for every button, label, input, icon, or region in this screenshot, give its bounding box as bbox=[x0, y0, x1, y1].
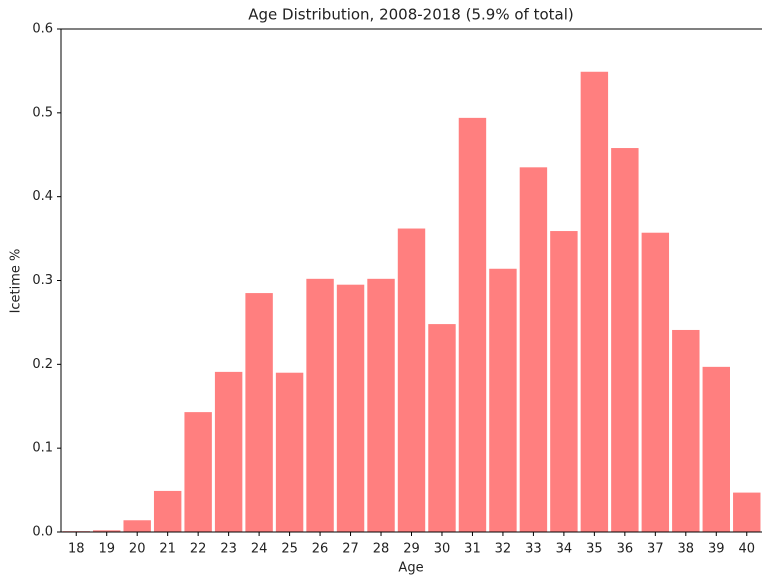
bar bbox=[184, 412, 212, 532]
y-tick-label: 0.6 bbox=[32, 22, 53, 37]
bar bbox=[367, 278, 395, 532]
x-tick-label: 33 bbox=[525, 542, 542, 557]
bar bbox=[397, 228, 426, 533]
y-tick-label: 0.0 bbox=[32, 525, 53, 540]
x-tick-label: 18 bbox=[68, 542, 85, 557]
bar bbox=[611, 148, 639, 532]
bar bbox=[428, 324, 456, 532]
x-tick-label: 21 bbox=[159, 542, 176, 557]
bar bbox=[153, 490, 182, 532]
bar bbox=[458, 117, 487, 532]
x-tick-label: 37 bbox=[647, 542, 664, 557]
bar bbox=[702, 366, 730, 532]
bar bbox=[275, 372, 304, 532]
chart-title: Age Distribution, 2008-2018 (5.9% of tot… bbox=[248, 6, 573, 24]
y-tick-label: 0.1 bbox=[32, 441, 53, 456]
bar bbox=[641, 232, 670, 532]
bar bbox=[519, 167, 548, 532]
x-tick-label: 31 bbox=[464, 542, 481, 557]
x-axis-label: Age bbox=[398, 561, 423, 576]
bar bbox=[489, 268, 517, 532]
x-tick-label: 23 bbox=[220, 542, 237, 557]
x-tick-label: 28 bbox=[373, 542, 390, 557]
x-tick-label: 30 bbox=[434, 542, 451, 557]
bar bbox=[123, 520, 151, 532]
x-tick-label: 36 bbox=[617, 542, 634, 557]
bar bbox=[93, 530, 121, 532]
y-axis-label: Icetime % bbox=[9, 249, 24, 314]
y-tick-label: 0.5 bbox=[32, 105, 53, 120]
bar bbox=[580, 71, 609, 532]
x-tick-label: 35 bbox=[586, 542, 603, 557]
x-tick-label: 29 bbox=[403, 542, 420, 557]
bar bbox=[214, 371, 243, 532]
x-tick-label: 19 bbox=[98, 542, 115, 557]
x-tick-label: 39 bbox=[708, 542, 725, 557]
bar bbox=[306, 278, 334, 532]
bar bbox=[336, 284, 365, 532]
x-tick-label: 38 bbox=[678, 542, 695, 557]
x-tick-label: 40 bbox=[738, 542, 755, 557]
x-tick-label: 34 bbox=[556, 542, 573, 557]
y-tick-label: 0.4 bbox=[32, 189, 53, 204]
x-tick-label: 24 bbox=[251, 542, 268, 557]
bar bbox=[672, 329, 700, 532]
bar bbox=[550, 231, 578, 532]
x-tick-label: 27 bbox=[342, 542, 359, 557]
x-tick-label: 22 bbox=[190, 542, 207, 557]
bar bbox=[245, 293, 273, 532]
x-tick-label: 25 bbox=[281, 542, 298, 557]
y-tick-label: 0.3 bbox=[32, 273, 53, 288]
bar bbox=[733, 492, 761, 532]
y-tick-label: 0.2 bbox=[32, 357, 53, 372]
x-tick-label: 26 bbox=[312, 542, 329, 557]
x-tick-label: 32 bbox=[495, 542, 512, 557]
x-tick-label: 20 bbox=[129, 542, 146, 557]
